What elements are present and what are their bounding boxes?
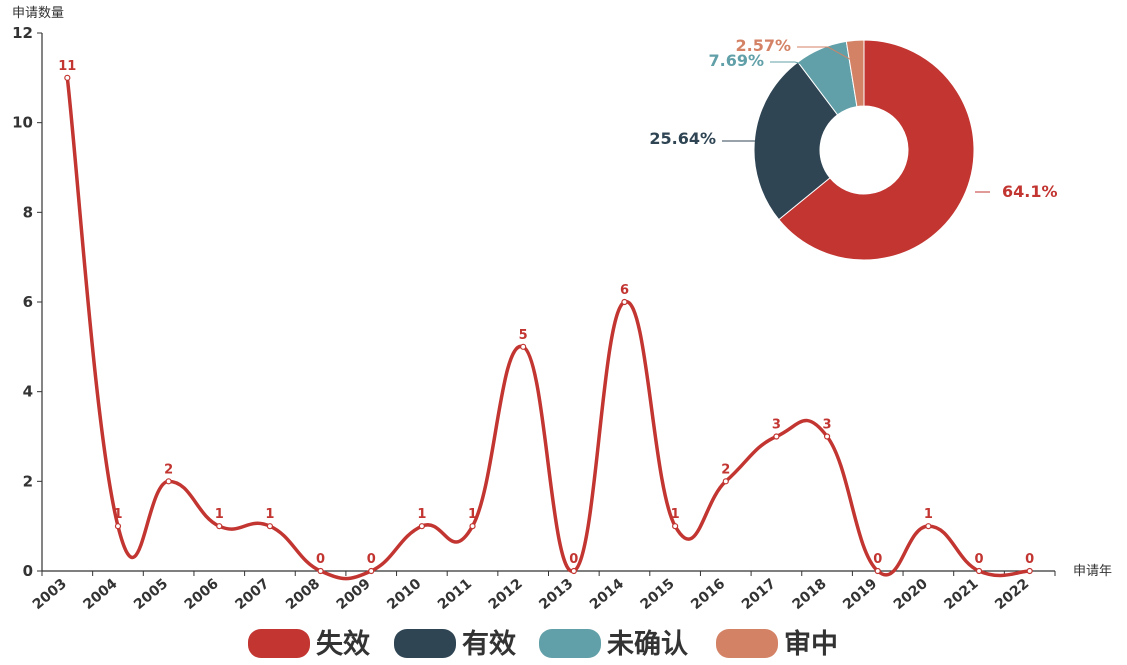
data-point[interactable] <box>975 567 983 575</box>
pie-slice-label: 64.1% <box>1002 182 1058 201</box>
x-tick-label: 2020 <box>891 576 931 613</box>
data-label: 0 <box>1025 552 1034 567</box>
x-tick-label: 2007 <box>232 576 272 613</box>
data-point[interactable] <box>418 523 425 530</box>
data-point[interactable] <box>722 478 729 485</box>
data-label: 0 <box>569 552 578 567</box>
x-tick-label: 2013 <box>536 576 576 613</box>
pie-slice[interactable] <box>753 61 839 221</box>
x-tick-label: 2009 <box>334 576 374 613</box>
pie-slice-label: 2.57% <box>735 36 791 55</box>
legend-label: 审中 <box>784 628 838 660</box>
y-tick-label: 6 <box>23 293 33 311</box>
data-label: 5 <box>519 328 528 343</box>
legend-swatch <box>716 629 778 658</box>
data-label: 1 <box>113 507 122 522</box>
legend-item[interactable]: 未确认 <box>539 628 688 660</box>
data-label: 1 <box>417 507 426 522</box>
data-point[interactable] <box>266 523 274 530</box>
legend[interactable]: 失效 有效 未确认 审中 <box>248 628 838 660</box>
x-axis-name: 申请年 <box>1073 564 1112 579</box>
y-tick-label: 0 <box>23 562 33 580</box>
data-label: 2 <box>164 462 173 477</box>
y-axis-ticks: 0 2 4 6 8 10 12 <box>12 24 42 580</box>
legend-label: 失效 <box>316 629 370 660</box>
pie-slice[interactable] <box>845 39 865 108</box>
pie-label-line <box>770 61 824 71</box>
data-point[interactable] <box>570 567 577 575</box>
legend-swatch <box>539 629 601 658</box>
data-point[interactable] <box>925 523 932 530</box>
data-point[interactable] <box>1026 567 1033 575</box>
data-point[interactable] <box>317 567 324 575</box>
y-tick-label: 12 <box>12 24 33 42</box>
data-label: 1 <box>671 507 680 522</box>
legend-item[interactable]: 有效 <box>394 629 516 660</box>
y-tick-label: 8 <box>23 203 33 221</box>
x-tick-label: 2015 <box>638 576 678 613</box>
x-tick-label: 2021 <box>941 576 981 613</box>
data-point[interactable] <box>672 523 679 530</box>
data-point[interactable] <box>874 567 881 575</box>
x-tick-label: 2004 <box>80 576 120 613</box>
data-label: 1 <box>468 507 477 522</box>
x-tick-label: 2022 <box>992 576 1032 613</box>
pie-slice-label: 25.64% <box>649 129 716 148</box>
data-label: 0 <box>873 552 882 567</box>
donut-chart: 64.1% 25.64% 7.69%2.57% <box>649 36 1058 261</box>
data-label: 11 <box>58 59 76 74</box>
x-axis-ticks: 2003 2004 2005 2006 2007 2008 2009 2010 2011 2012… <box>30 571 1056 613</box>
series-points <box>64 74 1033 575</box>
data-label: 1 <box>924 507 933 522</box>
data-point[interactable] <box>216 523 223 530</box>
y-axis-name: 申请数量 <box>12 6 64 21</box>
pie-slice[interactable] <box>778 39 975 261</box>
pie-label-line <box>797 46 856 63</box>
legend-label: 未确认 <box>607 628 688 660</box>
x-tick-label: 2011 <box>435 576 475 613</box>
data-label: 0 <box>975 552 984 567</box>
x-tick-label: 2005 <box>131 576 171 613</box>
data-point[interactable] <box>773 433 780 440</box>
x-tick-label: 2017 <box>739 576 779 613</box>
x-tick-label: 2003 <box>30 576 70 613</box>
data-point[interactable] <box>368 567 375 575</box>
x-tick-label: 2012 <box>486 576 526 613</box>
y-tick-label: 10 <box>12 114 33 132</box>
data-label: 1 <box>215 507 224 522</box>
x-tick-label: 2019 <box>840 576 880 613</box>
legend-item[interactable]: 审中 <box>716 628 838 660</box>
data-label: 0 <box>367 552 376 567</box>
x-tick-label: 2014 <box>587 576 627 613</box>
legend-swatch <box>394 629 456 658</box>
series-line <box>65 77 1030 581</box>
data-label: 0 <box>316 552 325 567</box>
data-point[interactable] <box>823 433 831 440</box>
x-tick-label: 2006 <box>182 576 222 613</box>
pie-slice-label: 7.69% <box>708 51 764 70</box>
legend-swatch <box>248 629 310 658</box>
x-tick-label: 2008 <box>283 576 323 613</box>
x-tick-label: 2016 <box>688 576 728 613</box>
legend-label: 有效 <box>462 629 516 660</box>
data-point[interactable] <box>64 74 71 81</box>
data-label: 3 <box>772 418 781 433</box>
data-point[interactable] <box>520 343 527 350</box>
data-point[interactable] <box>469 523 476 530</box>
y-tick-label: 4 <box>23 383 33 401</box>
data-label: 2 <box>721 462 730 477</box>
data-point[interactable] <box>621 298 628 306</box>
data-label: 3 <box>823 418 832 433</box>
data-point[interactable] <box>114 523 122 530</box>
x-tick-label: 2018 <box>790 576 830 613</box>
legend-item[interactable]: 失效 <box>248 629 370 660</box>
data-label: 6 <box>620 283 629 298</box>
x-tick-label: 2010 <box>384 576 424 613</box>
data-point[interactable] <box>165 478 172 485</box>
data-label: 1 <box>265 507 274 522</box>
y-tick-label: 2 <box>23 472 33 490</box>
